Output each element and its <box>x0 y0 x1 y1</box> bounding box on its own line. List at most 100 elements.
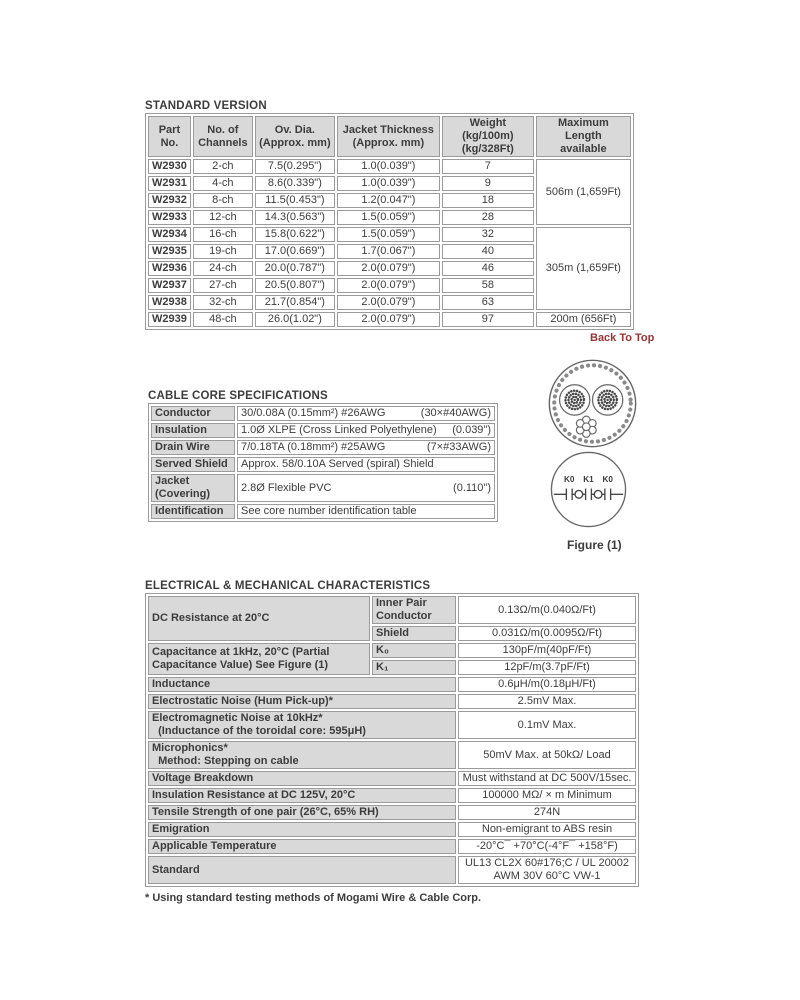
capacitance-figure: K0 K1 K0 <box>550 451 627 528</box>
footnote: * Using standard testing methods of Moga… <box>145 892 482 904</box>
ov-dia-cell: 20.0(0.787") <box>254 261 335 276</box>
spec-label: Served Shield <box>151 457 235 472</box>
part-no-cell: W2931 <box>148 176 191 191</box>
char-label: Tensile Strength of one pair (26°C, 65% … <box>148 805 456 820</box>
header-row: Part No. No. of Channels Ov. Dia. (Appro… <box>148 116 631 157</box>
ov-dia-cell: 8.6(0.339") <box>254 176 335 191</box>
ov-dia-cell: 15.8(0.622") <box>254 227 335 242</box>
figure-caption: Figure (1) <box>567 538 622 552</box>
char-value: 0.13Ω/m(0.040Ω/Ft) <box>458 596 636 624</box>
spec-label: Conductor <box>151 406 235 421</box>
char-value: 100000 MΩ/ × m Minimum <box>458 788 636 803</box>
char-label: DC Resistance at 20°C <box>148 596 370 641</box>
char-label: Voltage Breakdown <box>148 771 456 786</box>
k0-right-label: K0 <box>603 475 614 484</box>
char-label: Capacitance at 1kHz, 20°C (Partial Capac… <box>148 643 370 675</box>
weight-cell: 40 <box>441 244 534 259</box>
table-row: Served Shield Approx. 58/0.10A Served (s… <box>151 457 495 472</box>
weight-cell: 18 <box>441 193 534 208</box>
col-header-ov-dia: Ov. Dia. (Approx. mm) <box>254 116 335 157</box>
cable-core-table: Conductor 30/0.08A (0.15mm²) #26AWG (30×#… <box>148 403 498 522</box>
spec-value: See core number identification table <box>237 504 495 519</box>
channels-cell: 8-ch <box>192 193 253 208</box>
max-length-cell: 506m (1,659Ft) <box>535 159 631 225</box>
char-value: 274N <box>458 805 636 820</box>
jacket-cell: 2.0(0.079") <box>336 295 440 310</box>
char-sublabel: Shield <box>372 626 456 641</box>
weight-cell: 28 <box>441 210 534 225</box>
table-row: W2930 2-ch 7.5(0.295") 1.0(0.039") 7 506… <box>148 159 631 225</box>
char-value: 12pF/m(3.7pF/Ft) <box>458 660 636 675</box>
char-value: -20°C¯ +70°C(-4°F¯ +158°F) <box>458 839 636 854</box>
jacket-cell: 1.2(0.047") <box>336 193 440 208</box>
table-row: Insulation Resistance at DC 125V, 20°C 1… <box>148 788 636 803</box>
spec-value-text: See core number identification table <box>241 505 417 517</box>
cable-core-title: CABLE CORE SPECIFICATIONS <box>148 390 328 402</box>
ov-dia-cell: 26.0(1.02") <box>254 312 335 327</box>
char-label: Inductance <box>148 677 456 692</box>
table-row: Tensile Strength of one pair (26°C, 65% … <box>148 805 636 820</box>
ov-dia-cell: 14.3(0.563") <box>254 210 335 225</box>
channels-cell: 48-ch <box>192 312 253 327</box>
ov-dia-cell: 11.5(0.453") <box>254 193 335 208</box>
table-row: Electromagnetic Noise at 10kHz* (Inducta… <box>148 711 636 739</box>
jacket-cell: 1.0(0.039") <box>336 176 440 191</box>
weight-cell: 46 <box>441 261 534 276</box>
char-value: Non-emigrant to ABS resin <box>458 822 636 837</box>
spec-value: 1.0Ø XLPE (Cross Linked Polyethylene) (0.… <box>237 423 495 438</box>
table-row: W2936 24-ch 20.0(0.787") 2.0(0.079") 46 <box>148 261 631 276</box>
weight-cell: 97 <box>441 312 534 327</box>
weight-cell: 58 <box>441 278 534 293</box>
table-row: Shield 0.031Ω/m(0.0095Ω/Ft) <box>148 626 636 641</box>
char-label: Standard <box>148 856 456 884</box>
k0-left-label: K0 <box>564 475 575 484</box>
spec-value: 30/0.08A (0.15mm²) #26AWG (30×#40AWG) <box>237 406 495 421</box>
part-no-cell: W2937 <box>148 278 191 293</box>
spec-label: Insulation <box>151 423 235 438</box>
channels-cell: 32-ch <box>192 295 253 310</box>
spec-value: 7/0.18TA (0.18mm²) #25AWG (7×#33AWG) <box>237 440 495 455</box>
char-label: Electromagnetic Noise at 10kHz* (Inducta… <box>148 711 456 739</box>
weight-cell: 63 <box>441 295 534 310</box>
electrical-table: DC Resistance at 20°C Inner Pair Conduct… <box>145 593 639 887</box>
table-row: Jacket (Covering) 2.8Ø Flexible PVC (0.11… <box>151 474 495 502</box>
jacket-cell: 2.0(0.079") <box>336 312 440 327</box>
table-row: W2935 19-ch 17.0(0.669") 1.7(0.067") 40 <box>148 244 631 259</box>
table-row: Inductance 0.6μH/m(0.18μH/Ft) <box>148 677 636 692</box>
jacket-cell: 1.0(0.039") <box>336 159 440 174</box>
table-row: W2933 12-ch 14.3(0.563") 1.5(0.059") 28 <box>148 210 631 225</box>
part-no-cell: W2939 <box>148 312 191 327</box>
table-row: Insulation 1.0Ø XLPE (Cross Linked Polye… <box>151 423 495 438</box>
channels-cell: 19-ch <box>192 244 253 259</box>
spec-value-text: 1.0Ø XLPE (Cross Linked Polyethylene) <box>241 424 437 436</box>
char-label: Emigration <box>148 822 456 837</box>
cable-cross-section-figure <box>548 359 637 448</box>
jacket-cell: 2.0(0.079") <box>336 278 440 293</box>
channels-cell: 24-ch <box>192 261 253 276</box>
table-row: Electrostatic Noise (Hum Pick-up)* 2.5mV… <box>148 694 636 709</box>
weight-cell: 7 <box>441 159 534 174</box>
spec-value-text: 2.8Ø Flexible PVC <box>241 481 332 494</box>
ov-dia-cell: 17.0(0.669") <box>254 244 335 259</box>
jacket-cell: 1.5(0.059") <box>336 227 440 242</box>
spec-value: 2.8Ø Flexible PVC (0.110") <box>237 474 495 502</box>
table-row: Microphonics* Method: Stepping on cable … <box>148 741 636 769</box>
table-row: Applicable Temperature -20°C¯ +70°C(-4°F… <box>148 839 636 854</box>
max-length-cell: 305m (1,659Ft) <box>535 227 631 310</box>
char-value: 130pF/m(40pF/Ft) <box>458 643 636 658</box>
drain-wire-cluster <box>575 415 597 438</box>
char-value: 0.031Ω/m(0.0095Ω/Ft) <box>458 626 636 641</box>
ov-dia-cell: 21.7(0.854") <box>254 295 335 310</box>
table-row: W2937 27-ch 20.5(0.807") 2.0(0.079") 58 <box>148 278 631 293</box>
char-value: UL13 CL2X 60#176;C / UL 20002 AWM 30V 60… <box>458 856 636 884</box>
char-label: Insulation Resistance at DC 125V, 20°C <box>148 788 456 803</box>
spec-value-text: 30/0.08A (0.15mm²) #26AWG <box>241 407 386 419</box>
back-to-top-link[interactable]: Back To Top <box>590 332 655 344</box>
part-no-cell: W2938 <box>148 295 191 310</box>
col-header-channels: No. of Channels <box>192 116 253 157</box>
char-value: Must withstand at DC 500V/15sec. <box>458 771 636 786</box>
standard-version-table: Part No. No. of Channels Ov. Dia. (Appro… <box>145 113 634 330</box>
spec-value-text: 7/0.18TA (0.18mm²) #25AWG <box>241 441 386 453</box>
table-row: Emigration Non-emigrant to ABS resin <box>148 822 636 837</box>
